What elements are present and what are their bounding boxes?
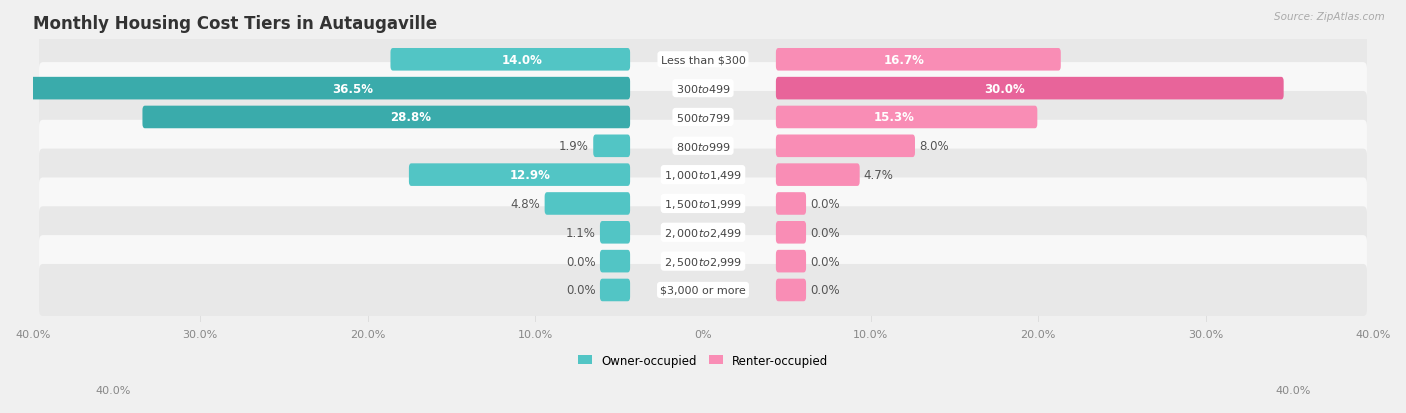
Text: 16.7%: 16.7% — [884, 54, 925, 66]
Text: 30.0%: 30.0% — [984, 83, 1025, 95]
Text: 14.0%: 14.0% — [502, 54, 543, 66]
FancyBboxPatch shape — [39, 264, 1367, 316]
Text: 0.0%: 0.0% — [567, 255, 596, 268]
FancyBboxPatch shape — [39, 63, 1367, 115]
FancyBboxPatch shape — [39, 178, 1367, 230]
FancyBboxPatch shape — [544, 193, 630, 215]
FancyBboxPatch shape — [776, 164, 859, 187]
Text: 0.0%: 0.0% — [810, 284, 839, 297]
FancyBboxPatch shape — [409, 164, 630, 187]
Text: 15.3%: 15.3% — [873, 111, 914, 124]
FancyBboxPatch shape — [39, 34, 1367, 86]
Text: 28.8%: 28.8% — [389, 111, 430, 124]
Text: 0.0%: 0.0% — [567, 284, 596, 297]
Text: 1.9%: 1.9% — [560, 140, 589, 153]
Text: $2,000 to $2,499: $2,000 to $2,499 — [664, 226, 742, 239]
FancyBboxPatch shape — [593, 135, 630, 158]
FancyBboxPatch shape — [39, 149, 1367, 201]
FancyBboxPatch shape — [142, 107, 630, 129]
Text: $300 to $499: $300 to $499 — [675, 83, 731, 95]
Text: 40.0%: 40.0% — [1275, 385, 1310, 395]
Text: $1,500 to $1,999: $1,500 to $1,999 — [664, 197, 742, 211]
Text: 40.0%: 40.0% — [96, 385, 131, 395]
Text: $800 to $999: $800 to $999 — [675, 140, 731, 152]
Text: 4.7%: 4.7% — [863, 169, 894, 182]
Text: $1,000 to $1,499: $1,000 to $1,499 — [664, 169, 742, 182]
FancyBboxPatch shape — [39, 235, 1367, 287]
FancyBboxPatch shape — [14, 78, 630, 100]
Text: 8.0%: 8.0% — [920, 140, 949, 153]
FancyBboxPatch shape — [391, 49, 630, 71]
Text: $3,000 or more: $3,000 or more — [661, 285, 745, 295]
FancyBboxPatch shape — [776, 193, 806, 215]
Text: 0.0%: 0.0% — [810, 226, 839, 239]
FancyBboxPatch shape — [600, 279, 630, 301]
Text: Source: ZipAtlas.com: Source: ZipAtlas.com — [1274, 12, 1385, 22]
FancyBboxPatch shape — [600, 250, 630, 273]
FancyBboxPatch shape — [39, 92, 1367, 144]
FancyBboxPatch shape — [776, 221, 806, 244]
Text: Less than $300: Less than $300 — [661, 55, 745, 65]
Text: 0.0%: 0.0% — [810, 197, 839, 211]
FancyBboxPatch shape — [39, 207, 1367, 259]
Text: Monthly Housing Cost Tiers in Autaugaville: Monthly Housing Cost Tiers in Autaugavil… — [32, 15, 437, 33]
FancyBboxPatch shape — [776, 250, 806, 273]
FancyBboxPatch shape — [776, 135, 915, 158]
Legend: Owner-occupied, Renter-occupied: Owner-occupied, Renter-occupied — [578, 354, 828, 367]
FancyBboxPatch shape — [776, 49, 1060, 71]
Text: $500 to $799: $500 to $799 — [675, 112, 731, 123]
Text: 4.8%: 4.8% — [510, 197, 540, 211]
Text: 36.5%: 36.5% — [332, 83, 373, 95]
Text: 0.0%: 0.0% — [810, 255, 839, 268]
Text: 12.9%: 12.9% — [510, 169, 551, 182]
FancyBboxPatch shape — [39, 121, 1367, 172]
Text: 1.1%: 1.1% — [565, 226, 596, 239]
FancyBboxPatch shape — [776, 107, 1038, 129]
Text: $2,500 to $2,999: $2,500 to $2,999 — [664, 255, 742, 268]
FancyBboxPatch shape — [776, 78, 1284, 100]
FancyBboxPatch shape — [600, 221, 630, 244]
FancyBboxPatch shape — [776, 279, 806, 301]
